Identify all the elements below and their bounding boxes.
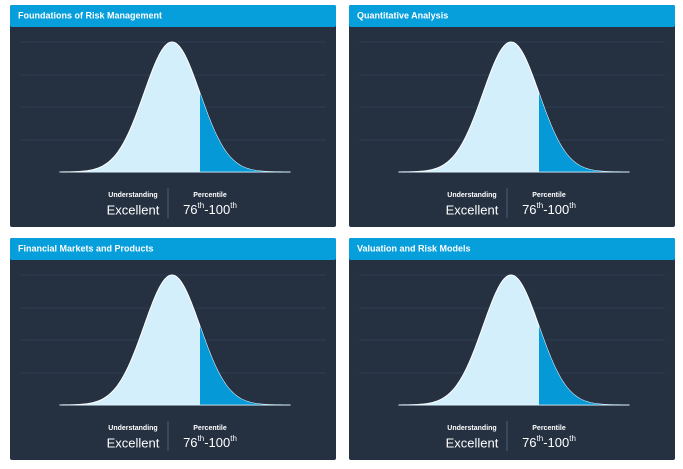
bell-curve: [59, 274, 291, 406]
panel: Quantitative Analysis Understanding Excell…: [349, 5, 675, 227]
panel-header: [10, 238, 336, 260]
bell-curve-highlight: [200, 326, 290, 405]
panel-header: [10, 5, 336, 27]
percentile-label: Percentile: [532, 425, 566, 432]
percentile-high: -100: [204, 435, 230, 450]
understanding-label: Understanding: [108, 425, 157, 432]
understanding-label: Understanding: [108, 192, 157, 199]
bell-curve-highlight: [539, 326, 629, 405]
percentile-label: Percentile: [193, 425, 227, 432]
high-suffix: th: [569, 201, 576, 210]
understanding-label: Understanding: [447, 192, 496, 199]
low-suffix: th: [198, 201, 205, 210]
bell-curve-highlight: [200, 93, 290, 172]
panel: Foundations of Risk Management Understand…: [10, 5, 336, 227]
panel-title: Financial Markets and Products: [18, 243, 154, 253]
percentile-high: -100: [204, 202, 230, 217]
percentile-high: -100: [543, 202, 569, 217]
understanding-value: Excellent: [107, 435, 160, 450]
low-suffix: th: [537, 434, 544, 443]
panel-header: [349, 5, 675, 27]
bell-curve-highlight: [539, 93, 629, 172]
percentile-low: 76: [183, 202, 197, 217]
percentile-low: 76: [183, 435, 197, 450]
bell-curve: [398, 274, 630, 406]
understanding-value: Excellent: [446, 202, 499, 217]
percentile-low: 76: [522, 202, 536, 217]
percentile-value: 76th-100th: [183, 201, 237, 217]
bell-curve: [398, 41, 630, 173]
panel: Valuation and Risk Models Understanding Ex…: [349, 238, 675, 460]
panel: Financial Markets and Products Understand…: [10, 238, 336, 460]
panel-header: [349, 238, 675, 260]
percentile-value: 76th-100th: [522, 201, 576, 217]
high-suffix: th: [230, 201, 237, 210]
panel-title: Foundations of Risk Management: [18, 10, 162, 20]
understanding-value: Excellent: [107, 202, 160, 217]
percentile-value: 76th-100th: [522, 434, 576, 450]
panel-title: Valuation and Risk Models: [357, 243, 471, 253]
understanding-value: Excellent: [446, 435, 499, 450]
high-suffix: th: [569, 434, 576, 443]
high-suffix: th: [230, 434, 237, 443]
percentile-value: 76th-100th: [183, 434, 237, 450]
low-suffix: th: [198, 434, 205, 443]
percentile-high: -100: [543, 435, 569, 450]
bell-curve: [59, 41, 291, 173]
panel-title: Quantitative Analysis: [357, 10, 448, 20]
percentile-low: 76: [522, 435, 536, 450]
percentile-label: Percentile: [193, 192, 227, 199]
understanding-label: Understanding: [447, 425, 496, 432]
low-suffix: th: [537, 201, 544, 210]
percentile-label: Percentile: [532, 192, 566, 199]
